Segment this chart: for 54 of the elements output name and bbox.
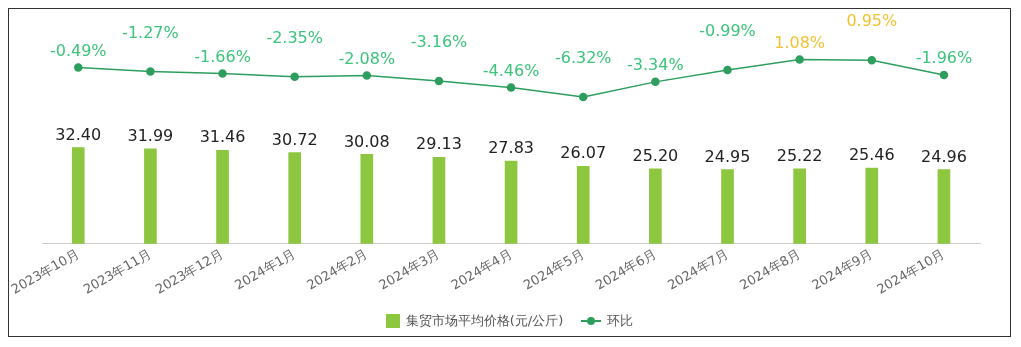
bar	[504, 160, 518, 244]
bar	[865, 167, 879, 244]
bar	[360, 154, 374, 244]
bar	[576, 166, 590, 244]
legend-label: 集贸市场平均价格(元/公斤)	[405, 312, 564, 330]
point	[795, 55, 804, 64]
point	[146, 67, 155, 76]
data-label: 25.20	[632, 146, 679, 166]
bar	[432, 156, 446, 244]
data-label: -4.46%	[482, 60, 540, 80]
bar	[721, 169, 734, 244]
data-label: -0.99%	[699, 21, 756, 41]
data-label: -1.27%	[122, 22, 179, 42]
bar	[144, 148, 157, 244]
data-label: 31.46	[199, 127, 246, 147]
data-label: 24.96	[921, 146, 967, 166]
data-label: -1.96%	[915, 48, 973, 68]
point	[506, 83, 516, 92]
data-label: 25.22	[776, 146, 823, 166]
legend-label: 环比	[607, 312, 634, 330]
point	[651, 77, 660, 87]
data-label: 26.07	[560, 143, 607, 163]
point	[74, 63, 83, 72]
data-label: -2.35%	[266, 28, 323, 48]
data-label: 1.08%	[774, 32, 826, 52]
bar	[793, 168, 806, 244]
data-label: -1.66%	[194, 46, 251, 66]
bar	[288, 152, 302, 244]
point	[578, 92, 588, 102]
point	[290, 72, 299, 82]
data-label: -6.32%	[554, 48, 612, 68]
data-label: 30.72	[271, 129, 318, 149]
point	[723, 65, 732, 75]
data-label: 32.40	[55, 124, 102, 144]
point	[867, 55, 877, 65]
data-label: -2.08%	[338, 48, 396, 68]
data-label: -0.49%	[49, 40, 107, 60]
data-label: 31.99	[127, 125, 174, 145]
point	[434, 76, 444, 86]
bar	[71, 147, 85, 244]
data-label: 25.46	[848, 145, 895, 165]
bar	[216, 150, 229, 244]
bar	[937, 169, 951, 244]
data-label: -3.16%	[410, 32, 468, 52]
point	[218, 69, 227, 78]
data-label: 27.83	[488, 138, 534, 158]
point	[939, 70, 949, 80]
data-label: -3.34%	[627, 55, 684, 75]
data-label: 30.08	[343, 131, 390, 151]
data-label: 29.13	[416, 134, 462, 154]
data-label: 0.95%	[846, 11, 898, 31]
data-label: 24.95	[704, 146, 751, 166]
bar	[649, 168, 662, 244]
point	[362, 71, 372, 80]
